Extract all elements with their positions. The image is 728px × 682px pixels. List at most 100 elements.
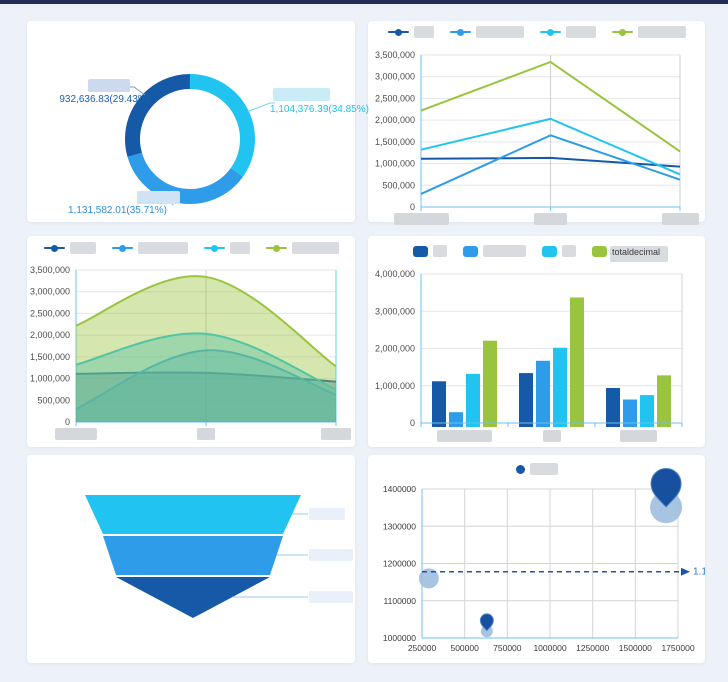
redacted-slice-label: [137, 191, 180, 204]
redacted-legend-label: [475, 26, 524, 38]
redacted-legend-label: [565, 26, 596, 38]
legend-marker-icon: [449, 28, 471, 36]
legend-item-2[interactable]: [539, 26, 596, 38]
redacted-legend-label: [413, 26, 434, 38]
bar-chart-panel: totaldecimal 0 1,000,000 2,000,000 3,000,00…: [368, 236, 705, 447]
svg-text:1750000: 1750000: [661, 643, 694, 653]
funnel-chart-panel: [27, 455, 355, 663]
legend-item-1[interactable]: [449, 26, 524, 38]
redacted-axis-label: [661, 213, 699, 225]
legend-item-2[interactable]: [203, 242, 250, 254]
svg-text:3,000,000: 3,000,000: [30, 287, 70, 297]
svg-text:1,000,000: 1,000,000: [375, 159, 415, 169]
donut-value-label-navy: 932,636.83(29.43%): [59, 94, 150, 105]
redacted-axis-label: [321, 428, 351, 440]
redacted-funnel-label: [309, 508, 345, 520]
svg-text:3,500,000: 3,500,000: [375, 50, 415, 60]
svg-text:250000: 250000: [408, 643, 437, 653]
svg-text:1,000,000: 1,000,000: [30, 374, 70, 384]
area-chart-panel: 0 500,000 1,000,000 1,500,000 2,000,000 2,500…: [27, 236, 355, 447]
svg-text:1,500,000: 1,500,000: [30, 352, 70, 362]
legend-marker-icon: [387, 28, 409, 36]
svg-text:2,500,000: 2,500,000: [375, 93, 415, 103]
legend-item-1[interactable]: [462, 245, 526, 257]
map-pin-icon: [479, 613, 494, 632]
svg-text:1300000: 1300000: [383, 521, 416, 531]
redacted-legend-label: [529, 463, 558, 475]
redacted-axis-label: [393, 213, 449, 225]
legend-marker-icon: [541, 245, 557, 257]
legend-item-0[interactable]: [412, 245, 447, 257]
redacted-legend-label: [291, 242, 339, 254]
redacted-axis-label: [197, 428, 215, 440]
svg-text:2,000,000: 2,000,000: [375, 344, 415, 354]
line-chart: 0 500,000 1,000,000 1,500,000 2,000,000 2,500…: [375, 50, 681, 212]
svg-text:1000000: 1000000: [383, 633, 416, 643]
svg-text:500,000: 500,000: [37, 395, 70, 405]
svg-text:500,000: 500,000: [382, 180, 415, 190]
svg-text:0: 0: [410, 418, 415, 428]
area-chart: 0 500,000 1,000,000 1,500,000 2,000,000 2,500…: [30, 265, 337, 427]
legend-label: totaldecimal: [611, 247, 661, 257]
legend-marker-icon: [412, 245, 428, 257]
svg-text:1400000: 1400000: [383, 484, 416, 494]
svg-text:2,000,000: 2,000,000: [375, 115, 415, 125]
redacted-axis-label: [534, 213, 567, 225]
legend-marker-icon: [111, 244, 133, 252]
top-window-strip: [0, 0, 728, 4]
svg-text:4,000,000: 4,000,000: [375, 269, 415, 279]
svg-text:2,500,000: 2,500,000: [30, 308, 70, 318]
legend-marker-icon: [539, 28, 561, 36]
funnel-chart: [85, 495, 353, 618]
svg-text:0: 0: [410, 202, 415, 212]
svg-text:3,500,000: 3,500,000: [30, 265, 70, 275]
svg-text:1000000: 1000000: [533, 643, 566, 653]
svg-text:1,500,000: 1,500,000: [375, 137, 415, 147]
legend-item-2[interactable]: [541, 245, 576, 257]
scatter-chart-legend: [368, 463, 705, 475]
legend-item-3[interactable]: [611, 26, 686, 38]
legend-marker-icon: [515, 464, 525, 474]
legend-item-0[interactable]: [515, 463, 558, 475]
donut-value-label-cyan: 1,104,376.39(34.85%): [270, 104, 369, 115]
legend-item-0[interactable]: [387, 26, 434, 38]
legend-marker-icon: [462, 245, 478, 257]
redacted-legend-label: [432, 245, 447, 257]
redacted-slice-label: [273, 88, 330, 101]
svg-text:0: 0: [65, 417, 70, 427]
redacted-legend-label: [561, 245, 576, 257]
svg-text:500000: 500000: [450, 643, 479, 653]
legend-marker-icon: [203, 244, 225, 252]
bar-chart: 0 1,000,000 2,000,000 3,000,000 4,000,000: [375, 269, 683, 428]
scatter-chart-panel: 1000000 1100000 1200000 1300000 1400000 25000…: [368, 455, 705, 663]
legend-item-3[interactable]: totaldecimal: [591, 242, 669, 262]
redacted-funnel-label: [309, 549, 353, 561]
redacted-axis-label: [55, 428, 97, 440]
legend-item-3[interactable]: [265, 242, 339, 254]
area-chart-legend: [27, 242, 355, 254]
legend-marker-icon: [43, 244, 65, 252]
line-chart-legend: [368, 26, 705, 38]
redacted-legend-label: [482, 245, 526, 257]
redacted-slice-label: [88, 79, 130, 92]
legend-marker-icon: [611, 28, 633, 36]
line-chart-panel: 0 500,000 1,000,000 1,500,000 2,000,000 2,500…: [368, 21, 705, 225]
redacted-legend-label: [69, 242, 96, 254]
scatter-chart: 1000000 1100000 1200000 1300000 1400000 25000…: [383, 468, 705, 653]
svg-text:1250000: 1250000: [576, 643, 609, 653]
redacted-legend-label: [229, 242, 250, 254]
legend-item-0[interactable]: [43, 242, 96, 254]
svg-text:1100000: 1100000: [384, 596, 417, 606]
redacted-legend-label: [137, 242, 188, 254]
legend-marker-icon: [265, 244, 287, 252]
donut-value-label-blue: 1,131,582.01(35.71%): [68, 205, 167, 216]
redacted-legend-label: [637, 26, 686, 38]
legend-item-1[interactable]: [111, 242, 188, 254]
svg-text:3,000,000: 3,000,000: [375, 72, 415, 82]
legend-marker-icon: [591, 245, 607, 257]
svg-text:1.1: 1.1: [693, 567, 705, 578]
redacted-funnel-label: [309, 591, 353, 603]
svg-text:1500000: 1500000: [619, 643, 652, 653]
donut-chart-panel: 932,636.83(29.43%) 1,104,376.39(34.85%) …: [27, 21, 369, 222]
